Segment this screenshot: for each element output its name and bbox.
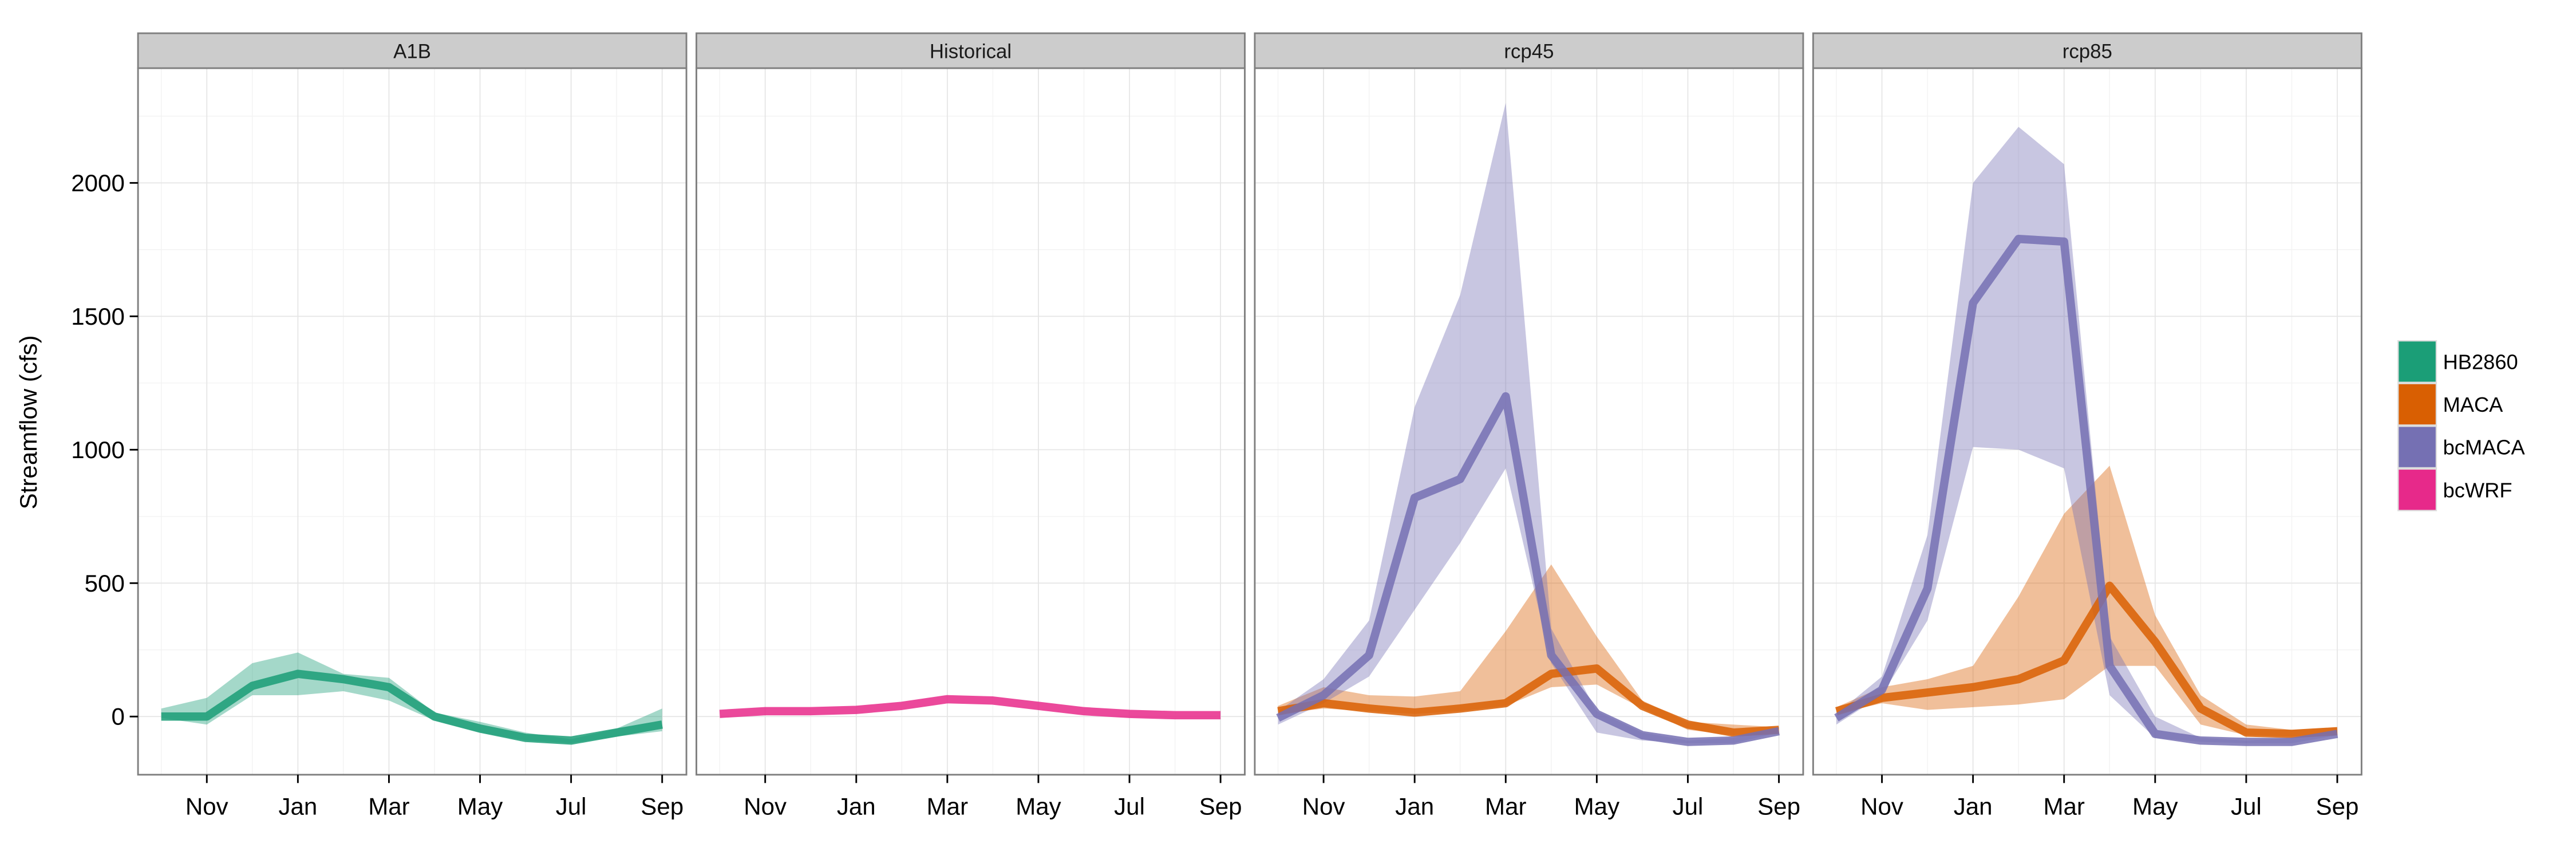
x-tick-label: Jan [1954, 793, 1993, 819]
panel-background [138, 68, 687, 775]
x-tick-label: Jan [837, 793, 876, 819]
facet-strip [137, 32, 688, 69]
x-tick-label: May [1016, 793, 1061, 819]
x-tick-label: Sep [1199, 793, 1242, 819]
x-tick-label: Jul [2231, 793, 2262, 819]
line-bcmaca [1834, 234, 2338, 746]
panel-a1b: A1B Nov Jan Mar May Jul Sep 0 500 1000 1500 2000 [71, 32, 688, 819]
x-tick-label: May [457, 793, 503, 819]
facet-strip-label: Historical [930, 41, 1012, 63]
x-tick-label: Sep [2316, 793, 2359, 819]
x-tick-label: May [2132, 793, 2178, 819]
line-bcmaca [1276, 392, 1780, 746]
line-hb2860 [161, 669, 663, 745]
panel-rcp85: rcp85 Nov Jan Mar May Jul Sep [1812, 32, 2362, 819]
facet-strip [1254, 32, 1804, 69]
facet-strip [1812, 32, 2362, 69]
x-tick-label: Nov [1302, 793, 1345, 819]
legend-label: bcWRF [2443, 478, 2512, 502]
line-bcwrf [719, 695, 1221, 720]
y-tick-label: 1500 [71, 303, 125, 330]
legend-label: bcMACA [2443, 436, 2526, 459]
ribbon-bcmaca [1278, 103, 1779, 743]
legend-label: MACA [2443, 393, 2504, 416]
x-tick-label: Nov [1860, 793, 1903, 819]
facet-strip-label: A1B [393, 41, 431, 63]
line-maca [1277, 664, 1779, 737]
y-tick-label: 0 [111, 703, 124, 730]
facet-strip [696, 32, 1246, 69]
facet-strip-label: rcp85 [2063, 41, 2112, 63]
legend-key-hb2860 [2397, 340, 2437, 383]
panel-rcp45: rcp45 Nov Jan Mar May Jul Sep [1254, 32, 1804, 819]
x-tick-label: Jul [1673, 793, 1704, 819]
x-tick-label: Mar [927, 793, 968, 819]
x-tick-label: Jul [1114, 793, 1145, 819]
line-maca [1835, 581, 2338, 738]
legend-key-bcmaca [2397, 425, 2437, 469]
legend-label: HB2860 [2443, 350, 2518, 373]
legend: HB2860 MACA bcMACA bcWRF [2397, 340, 2526, 511]
x-tick-label: Jan [1395, 793, 1434, 819]
y-tick-label: 2000 [71, 170, 125, 196]
y-axis-label: Streamflow (cfs) [15, 335, 42, 509]
x-tick-label: Nov [744, 793, 787, 819]
ribbon-maca [1278, 564, 1779, 735]
x-tick-label: Mar [1485, 793, 1526, 819]
x-tick-label: Nov [185, 793, 228, 819]
x-tick-label: Jan [278, 793, 317, 819]
legend-key-maca [2397, 383, 2437, 426]
x-tick-label: May [1574, 793, 1620, 819]
panel-historical: Historical Nov Jan Mar May Jul Sep [696, 32, 1246, 819]
x-tick-label: Mar [368, 793, 409, 819]
x-tick-label: Jul [556, 793, 587, 819]
legend-key-bcwrf [2397, 468, 2437, 511]
facet-strip-label: rcp45 [1504, 41, 1554, 63]
x-tick-label: Sep [641, 793, 683, 819]
ribbon-maca [1836, 466, 2337, 737]
y-tick-label: 1000 [71, 436, 125, 463]
x-tick-label: Mar [2043, 793, 2084, 819]
panel-background [1254, 68, 1803, 775]
y-tick-label: 500 [85, 570, 125, 597]
x-tick-label: Sep [1757, 793, 1800, 819]
panel-background [696, 68, 1245, 775]
